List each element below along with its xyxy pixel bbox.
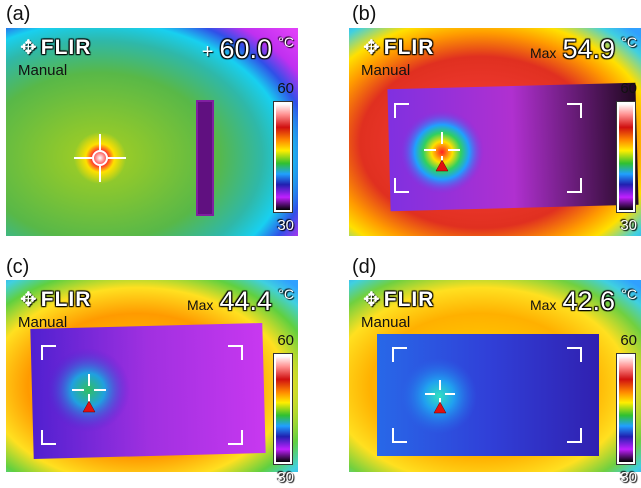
- crosshair-icon: [74, 134, 126, 182]
- panel-label-c: (c): [6, 256, 30, 278]
- flir-logo-icon: ✥: [363, 289, 380, 311]
- hotspot-triangle-icon: [82, 400, 96, 413]
- flir-logo-icon: ✥: [20, 289, 37, 311]
- flir-logo: ✥ FLIR: [363, 35, 434, 60]
- hotspot-triangle-icon: [433, 401, 447, 414]
- scale-max-label: 60: [277, 80, 294, 97]
- thermal-scene-d: [349, 280, 641, 472]
- flir-logo-text: FLIR: [383, 35, 435, 59]
- readout-value: 42.6: [562, 286, 615, 316]
- temperature-readout: Max 54.9: [530, 34, 615, 65]
- mode-label: Manual: [361, 314, 411, 331]
- mode-label: Manual: [18, 62, 68, 79]
- temperature-readout: Max 42.6: [530, 286, 615, 317]
- temperature-readout: + 60.0: [202, 34, 272, 65]
- scale-max-label: 60: [620, 80, 637, 97]
- readout-prefix: Max: [186, 297, 214, 313]
- flir-logo: ✥ FLIR: [20, 287, 91, 312]
- measurement-box: [41, 345, 243, 445]
- flir-logo-text: FLIR: [383, 287, 435, 311]
- readout-prefix: Max: [529, 297, 557, 313]
- temperature-unit: °C: [278, 34, 294, 50]
- temperature-readout: Max 44.4: [187, 286, 272, 317]
- readout-value: 44.4: [219, 286, 272, 316]
- temperature-unit: °C: [621, 286, 637, 302]
- thermal-image-d: ✥ FLIR Manual Max 42.6 °C 60 30: [349, 280, 641, 488]
- colorbar: [274, 354, 292, 464]
- thermal-scene-c: [6, 280, 298, 472]
- temperature-unit: °C: [278, 286, 294, 302]
- measurement-box: [392, 347, 582, 443]
- colorbar: [274, 102, 292, 212]
- scale-max-label: 60: [620, 332, 637, 349]
- thermal-scene-a: [6, 28, 298, 236]
- thermal-scene-b: [349, 28, 641, 236]
- flir-logo: ✥ FLIR: [20, 35, 91, 60]
- panel-label-b: (b): [352, 3, 377, 25]
- thermal-image-b: ✥ FLIR Manual Max 54.9 °C 60 30: [349, 28, 641, 236]
- thermal-image-c: ✥ FLIR Manual Max 44.4 °C 60 30: [6, 280, 298, 488]
- panel-label-a: (a): [6, 3, 31, 25]
- thermal-image-a: ✥ FLIR Manual + 60.0 °C 60 30: [6, 28, 298, 236]
- measurement-box: [394, 103, 582, 193]
- mode-label: Manual: [361, 62, 411, 79]
- readout-value: 54.9: [562, 34, 615, 64]
- colorbar: [617, 102, 635, 212]
- readout-prefix: +: [201, 41, 214, 63]
- flir-logo-icon: ✥: [363, 37, 380, 59]
- readout-prefix: Max: [529, 45, 557, 61]
- flir-logo-text: FLIR: [40, 35, 92, 59]
- flir-logo-icon: ✥: [20, 37, 37, 59]
- scale-max-label: 60: [277, 332, 294, 349]
- temperature-unit: °C: [621, 34, 637, 50]
- mode-label: Manual: [18, 314, 68, 331]
- readout-value: 60.0: [219, 34, 272, 64]
- panel-label-d: (d): [352, 256, 377, 278]
- flir-logo-text: FLIR: [40, 287, 92, 311]
- colorbar: [617, 354, 635, 464]
- scale-min-label: 30: [620, 217, 637, 234]
- scale-min-label: 30: [277, 217, 294, 234]
- flir-logo: ✥ FLIR: [363, 287, 434, 312]
- hotspot-triangle-icon: [435, 159, 449, 172]
